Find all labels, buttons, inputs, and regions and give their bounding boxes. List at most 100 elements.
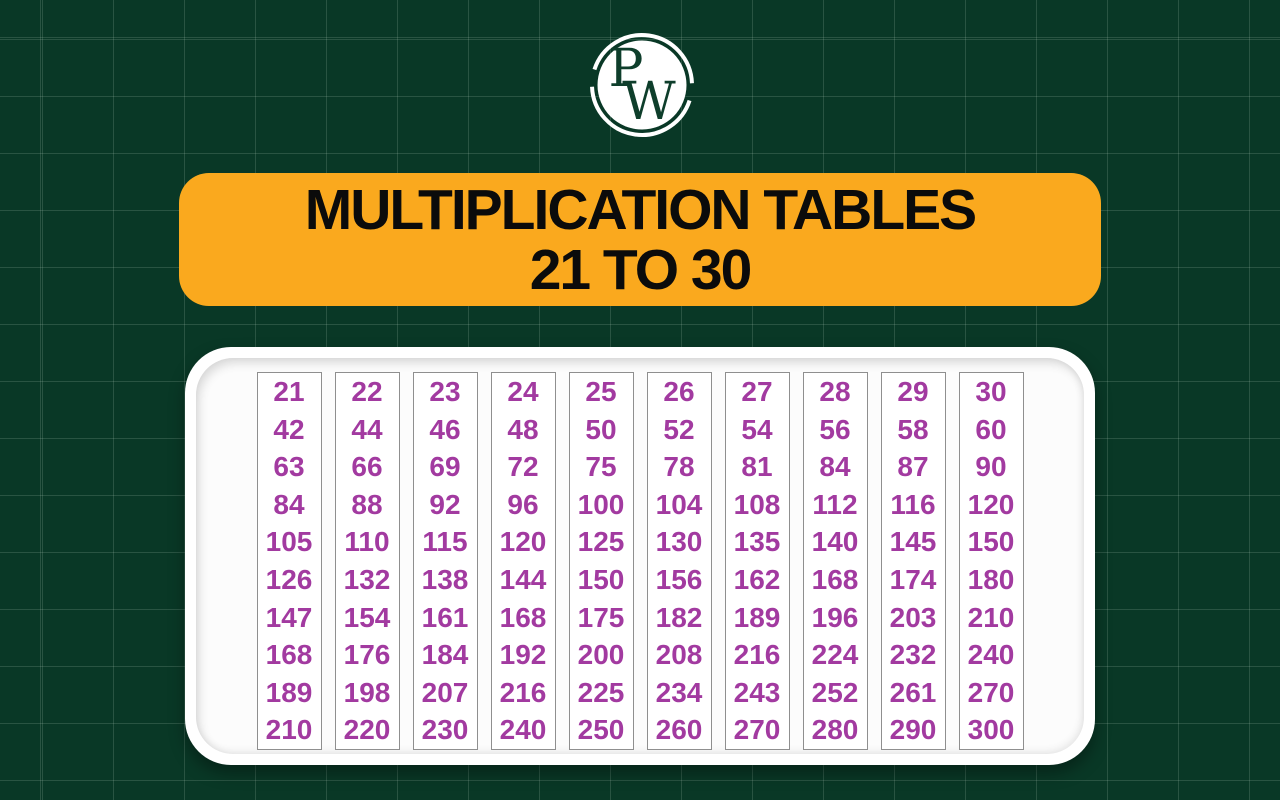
table-cell: 66 xyxy=(351,451,383,483)
table-cell: 234 xyxy=(655,676,703,708)
table-cell: 150 xyxy=(967,526,1015,558)
table-cell: 189 xyxy=(265,676,313,708)
table-cell: 92 xyxy=(429,488,461,520)
table-cell: 78 xyxy=(663,451,695,483)
table-cell: 42 xyxy=(273,413,305,445)
table-cell: 115 xyxy=(422,526,468,558)
table-cell: 120 xyxy=(967,488,1015,520)
table-cell: 243 xyxy=(733,676,781,708)
table-cell: 23 xyxy=(429,376,461,407)
logo-ring-top-arc xyxy=(592,33,694,84)
logo-ring xyxy=(590,33,694,137)
tables-row: 21 42 63 84 105 126 147 168 189 210 22 44 66 88 110 132… xyxy=(196,358,1084,750)
table-cell: 290 xyxy=(889,714,937,746)
table-cell: 147 xyxy=(265,601,313,633)
table-cell: 60 xyxy=(975,413,1007,445)
table-cell: 300 xyxy=(967,714,1015,746)
multiplication-column-26: 26 52 78 104 130 156 182 208 234 260 xyxy=(646,372,712,750)
table-cell: 210 xyxy=(265,714,313,746)
table-cell: 112 xyxy=(812,488,858,520)
table-cell: 69 xyxy=(429,451,461,483)
table-cell: 168 xyxy=(499,601,547,633)
table-cell: 75 xyxy=(585,451,617,483)
multiplication-column-28: 28 56 84 112 140 168 196 224 252 280 xyxy=(802,372,868,750)
table-cell: 44 xyxy=(351,413,383,445)
table-cell: 125 xyxy=(577,526,625,558)
table-cell: 207 xyxy=(421,676,469,708)
table-cell: 208 xyxy=(655,639,703,671)
table-cell: 30 xyxy=(975,376,1007,407)
table-cell: 108 xyxy=(733,488,781,520)
table-cell: 252 xyxy=(811,676,859,708)
table-cell: 104 xyxy=(655,488,703,520)
table-cell: 154 xyxy=(343,601,391,633)
multiplication-column-27: 27 54 81 108 135 162 189 216 243 270 xyxy=(724,372,790,750)
table-cell: 116 xyxy=(890,488,936,520)
table-cell: 63 xyxy=(273,451,305,483)
table-cell: 225 xyxy=(577,676,625,708)
logo-ring-bottom-arc xyxy=(590,86,692,137)
table-cell: 203 xyxy=(889,601,937,633)
multiplication-column-30: 30 60 90 120 150 180 210 240 270 300 xyxy=(958,372,1024,750)
table-cell: 168 xyxy=(265,639,313,671)
table-cell: 144 xyxy=(499,563,547,595)
table-cell: 145 xyxy=(889,526,937,558)
table-cell: 52 xyxy=(663,413,695,445)
poster-title-line1: MULTIPLICATION TABLES xyxy=(304,177,977,242)
table-cell: 56 xyxy=(819,413,851,445)
table-cell: 81 xyxy=(741,451,773,483)
table-cell: 250 xyxy=(577,714,625,746)
table-cell: 161 xyxy=(421,601,469,633)
table-cell: 230 xyxy=(421,714,469,746)
table-cell: 175 xyxy=(577,601,625,633)
logo-letter-p: P xyxy=(609,39,644,99)
table-cell: 46 xyxy=(429,413,461,445)
table-cell: 96 xyxy=(507,488,539,520)
table-cell: 138 xyxy=(421,563,469,595)
table-cell: 192 xyxy=(499,639,547,671)
pw-logo: P W xyxy=(590,33,694,137)
table-cell: 156 xyxy=(655,563,703,595)
table-cell: 174 xyxy=(889,563,937,595)
table-cell: 100 xyxy=(577,488,625,520)
multiplication-column-25: 25 50 75 100 125 150 175 200 225 250 xyxy=(568,372,634,750)
table-cell: 224 xyxy=(811,639,859,671)
table-cell: 25 xyxy=(585,376,617,407)
table-cell: 48 xyxy=(507,413,539,445)
table-cell: 260 xyxy=(655,714,703,746)
table-cell: 196 xyxy=(811,601,859,633)
table-cell: 84 xyxy=(819,451,851,483)
table-cell: 132 xyxy=(343,563,391,595)
table-cell: 220 xyxy=(343,714,391,746)
multiplication-column-24: 24 48 72 96 120 144 168 192 216 240 xyxy=(490,372,556,750)
table-cell: 176 xyxy=(343,639,391,671)
table-cell: 198 xyxy=(343,676,391,708)
table-cell: 130 xyxy=(655,526,703,558)
logo-circle xyxy=(597,40,687,130)
table-cell: 280 xyxy=(811,714,859,746)
table-cell: 240 xyxy=(499,714,547,746)
table-cell: 21 xyxy=(273,376,305,407)
table-cell: 27 xyxy=(741,376,773,407)
table-cell: 90 xyxy=(975,451,1007,483)
table-cell: 200 xyxy=(577,639,625,671)
table-cell: 87 xyxy=(897,451,929,483)
table-cell: 140 xyxy=(811,526,859,558)
table-cell: 105 xyxy=(265,526,313,558)
multiplication-column-29: 29 58 87 116 145 174 203 232 261 290 xyxy=(880,372,946,750)
table-cell: 110 xyxy=(344,526,390,558)
table-cell: 58 xyxy=(897,413,929,445)
table-cell: 126 xyxy=(265,563,313,595)
table-cell: 270 xyxy=(967,676,1015,708)
table-cell: 135 xyxy=(733,526,781,558)
table-cell: 180 xyxy=(967,563,1015,595)
table-cell: 189 xyxy=(733,601,781,633)
table-cell: 72 xyxy=(507,451,539,483)
logo-letter-w: W xyxy=(622,72,676,132)
title-banner: MULTIPLICATION TABLES 21 TO 30 xyxy=(179,173,1101,306)
table-cell: 22 xyxy=(351,376,383,407)
table-cell: 232 xyxy=(889,639,937,671)
multiplication-column-22: 22 44 66 88 110 132 154 176 198 220 xyxy=(334,372,400,750)
table-cell: 162 xyxy=(733,563,781,595)
